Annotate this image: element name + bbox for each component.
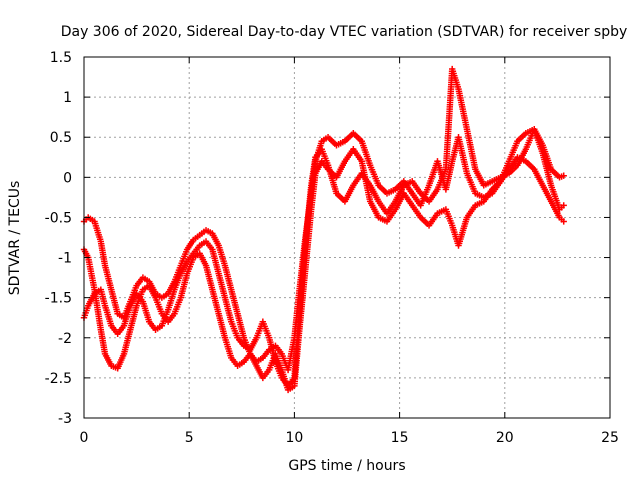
plot-frame: [83, 56, 611, 419]
y-tick-label: -3: [58, 411, 72, 427]
y-tick-label: -2: [58, 331, 72, 347]
x-tick-label: 0: [80, 430, 89, 446]
data-markers: [80, 65, 567, 394]
x-tick-label: 10: [285, 430, 303, 446]
y-tick-label: -1: [58, 251, 72, 267]
y-tick-label: -0.5: [45, 210, 72, 226]
grid-lines: [84, 57, 610, 418]
y-tick-label: 1.5: [50, 50, 72, 66]
x-tick-labels: 0 5 10 15 20 25: [80, 430, 619, 446]
y-tick-labels: -3 -2.5 -2 -1.5 -1 -0.5 0 0.5 1 1.5: [45, 50, 72, 427]
y-tick-label: 1: [63, 90, 72, 106]
y-tick-label: 0.5: [50, 130, 72, 146]
chart-title: Day 306 of 2020, Sidereal Day-to-day VTE…: [61, 24, 628, 40]
y-tick-label: 0: [63, 170, 72, 186]
y-axis-label: SDTVAR / TECUs: [7, 181, 23, 296]
x-tick-label: 15: [391, 430, 409, 446]
axis-ticks: [83, 56, 611, 419]
x-tick-label: 20: [496, 430, 514, 446]
data-point: [560, 202, 567, 209]
x-axis-label: GPS time / hours: [288, 458, 405, 474]
y-tick-label: -1.5: [45, 291, 72, 307]
x-tick-label: 25: [601, 430, 619, 446]
y-tick-label: -2.5: [45, 371, 72, 387]
data-point: [560, 172, 567, 179]
data-point: [560, 218, 567, 225]
x-tick-label: 5: [185, 430, 194, 446]
